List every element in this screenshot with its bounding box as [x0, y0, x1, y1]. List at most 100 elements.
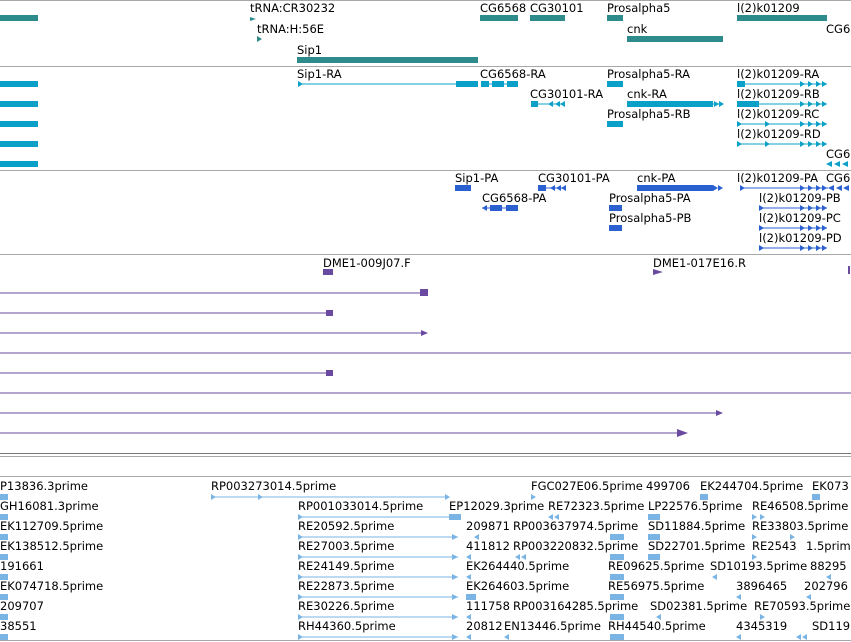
transcript-l2k01209-RB[interactable] — [737, 101, 827, 107]
est-feature[interactable] — [648, 514, 660, 520]
est-label[interactable]: EK112709.5prime — [0, 519, 104, 533]
est-label[interactable]: RP003220832.5prime — [513, 539, 639, 553]
gene-feature[interactable] — [0, 15, 38, 21]
est-feature[interactable] — [466, 594, 476, 600]
est-feature[interactable] — [466, 614, 471, 620]
est-feature[interactable] — [760, 614, 765, 620]
gene-feature-CG30101[interactable] — [530, 15, 565, 21]
est-feature[interactable] — [610, 554, 624, 560]
transcript-feature[interactable] — [0, 141, 38, 147]
est-label[interactable]: 202796 — [804, 579, 848, 593]
transcript-CG30101-RA[interactable] — [531, 101, 565, 107]
est-feature[interactable] — [610, 594, 624, 600]
transcript-label[interactable]: l(2)k01209-RC — [737, 107, 820, 121]
est-feature[interactable] — [474, 534, 479, 540]
clone-DME1-017E16R[interactable] — [653, 269, 663, 275]
est-label[interactable]: RE46508.5prime — [752, 499, 849, 513]
est-feature[interactable] — [0, 614, 8, 620]
clone-line[interactable] — [0, 289, 428, 296]
transcript-label[interactable]: cnk-RA — [627, 87, 667, 101]
est-feature[interactable] — [531, 494, 536, 500]
protein-label[interactable]: Prosalpha5-PA — [609, 191, 691, 205]
transcript-label[interactable]: CG30101-RA — [530, 87, 604, 101]
est-label[interactable]: RE22873.5prime — [298, 579, 395, 593]
est-label[interactable]: 20812 — [466, 619, 503, 633]
gene-label[interactable]: tRNA:CR30232 — [250, 1, 336, 15]
est-label[interactable]: 499706 — [646, 479, 690, 493]
protein-l2k01209-PB[interactable] — [759, 205, 827, 211]
est-feature[interactable] — [712, 574, 717, 580]
est-feature[interactable] — [648, 554, 660, 560]
transcript-label[interactable]: Prosalpha5-RB — [607, 107, 691, 121]
est-feature[interactable] — [806, 594, 811, 600]
gene-label[interactable]: l(2)k01209 — [737, 1, 800, 15]
est-feature[interactable] — [466, 574, 471, 580]
est-label[interactable]: RP001033014.5prime — [298, 499, 424, 513]
est-label[interactable]: 209707 — [0, 599, 44, 613]
gene-label[interactable]: CG6568 — [480, 1, 527, 15]
transcript-label[interactable]: CG6568-RA — [480, 67, 546, 81]
transcript-label[interactable]: l(2)k01209-RB — [737, 87, 820, 101]
est-label[interactable]: RE24149.5prime — [298, 559, 395, 573]
est-label[interactable]: RE20592.5prime — [298, 519, 395, 533]
est-feature[interactable] — [736, 594, 741, 600]
protein-label[interactable]: Prosalpha5-PB — [609, 211, 692, 225]
transcript-l2k01209-RC[interactable] — [737, 121, 827, 127]
est-label[interactable]: 1.5prime — [806, 539, 851, 553]
protein-label[interactable]: Sip1-PA — [455, 171, 499, 185]
est-feature[interactable] — [700, 494, 708, 500]
transcript-feature[interactable] — [0, 101, 38, 107]
est-feature[interactable] — [298, 514, 458, 520]
est-label[interactable]: RP003164285.5prime — [513, 599, 639, 613]
est-label[interactable]: RP003637974.5prime — [513, 519, 639, 533]
est-label[interactable]: RE27003.5prime — [298, 539, 395, 553]
protein-label[interactable]: l(2)k01209-PC — [759, 211, 841, 225]
est-label[interactable]: 209871 — [466, 519, 510, 533]
gene-feature-tRNA-CR30232[interactable] — [250, 17, 256, 21]
est-label[interactable]: P13836.3prime — [0, 479, 88, 493]
clone-line[interactable] — [0, 370, 333, 376]
est-feature[interactable] — [0, 634, 8, 640]
protein-label[interactable]: l(2)k01209-PB — [759, 191, 841, 205]
est-feature[interactable] — [0, 594, 8, 600]
protein-Prosalpha5-PA[interactable] — [609, 205, 622, 211]
gene-label[interactable]: cnk — [627, 22, 648, 36]
est-feature[interactable] — [466, 634, 509, 640]
gene-feature-Prosalpha5[interactable] — [607, 15, 623, 21]
est-feature[interactable] — [211, 494, 450, 500]
protein-label[interactable]: l(2)k01209-PA — [737, 171, 818, 185]
clone-line[interactable] — [0, 410, 723, 416]
est-label[interactable]: RE72323.5prime — [548, 499, 645, 513]
est-feature[interactable] — [0, 574, 8, 580]
est-feature[interactable] — [466, 554, 471, 560]
clone-DME1-009J07F[interactable] — [323, 269, 333, 275]
protein-Prosalpha5-PB[interactable] — [609, 225, 622, 231]
est-feature[interactable] — [0, 494, 8, 500]
est-label[interactable]: EK264440.5prime — [466, 559, 570, 573]
est-feature[interactable] — [656, 614, 661, 620]
est-label[interactable]: EK244704.5prime — [700, 479, 804, 493]
gene-label[interactable]: Sip1 — [297, 43, 323, 57]
gene-feature-cnk[interactable] — [627, 36, 723, 42]
est-label[interactable]: EK138512.5prime — [0, 539, 104, 553]
est-feature[interactable] — [610, 614, 624, 620]
est-label[interactable]: EK074718.5prime — [0, 579, 104, 593]
est-label[interactable]: RE33803.5prime — [752, 519, 849, 533]
est-label[interactable]: SD02381.5prime — [650, 599, 748, 613]
protein-label[interactable]: CG30101-PA — [538, 171, 610, 185]
protein-CG30101-PA[interactable] — [538, 185, 566, 191]
est-feature[interactable] — [826, 574, 831, 580]
protein-l2k01209-PD[interactable] — [759, 245, 827, 251]
est-feature[interactable] — [449, 514, 461, 520]
est-label[interactable]: 4345319 — [736, 619, 788, 633]
est-feature[interactable] — [752, 514, 765, 520]
gene-feature-l2k01209[interactable] — [737, 15, 827, 21]
protein-label[interactable]: cnk-PA — [637, 171, 676, 185]
transcript-label[interactable]: Sip1-RA — [297, 67, 342, 81]
transcript-label[interactable]: Prosalpha5-RA — [607, 67, 690, 81]
transcript-l2k01209-RA[interactable] — [737, 81, 827, 87]
est-label[interactable]: 88295 — [810, 559, 847, 573]
est-label[interactable]: RE30226.5prime — [298, 599, 395, 613]
est-feature[interactable] — [610, 534, 624, 540]
est-feature[interactable] — [298, 614, 458, 620]
